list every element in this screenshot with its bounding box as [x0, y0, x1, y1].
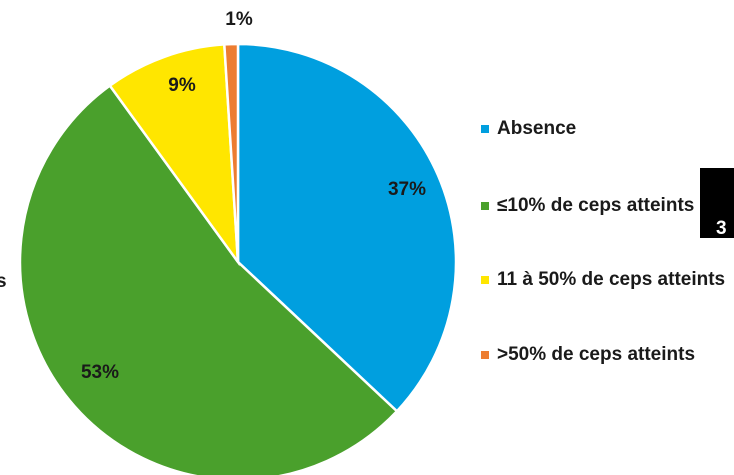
slice: [236, 42, 458, 413]
legend-label: >50% de ceps atteints: [497, 344, 696, 365]
badge-text: 3: [716, 218, 727, 239]
legend-swatch: [481, 276, 489, 284]
badge: [700, 168, 734, 238]
data-label: 1%: [225, 9, 253, 30]
data-label: 53%: [81, 362, 119, 383]
slice: [18, 83, 399, 475]
legend-item: >50% de ceps atteints: [481, 342, 726, 367]
slice: [108, 43, 240, 267]
legend-swatch: [481, 202, 489, 210]
data-label: 9%: [168, 75, 196, 96]
legend-swatch: [481, 351, 489, 359]
legend-label: ≤10% de ceps atteints: [497, 195, 695, 216]
legend-item: ≤10% de ceps atteints: [481, 193, 726, 218]
slice: [222, 42, 240, 263]
legend-item: Absence: [481, 116, 726, 141]
legend-label: 11 à 50% de ceps atteints: [497, 269, 726, 290]
legend-item: 11 à 50% de ceps atteints: [481, 267, 726, 292]
legend-swatch: [481, 125, 489, 133]
cut-label: s: [0, 271, 7, 292]
data-label: 37%: [388, 179, 426, 200]
legend-label: Absence: [497, 118, 577, 139]
